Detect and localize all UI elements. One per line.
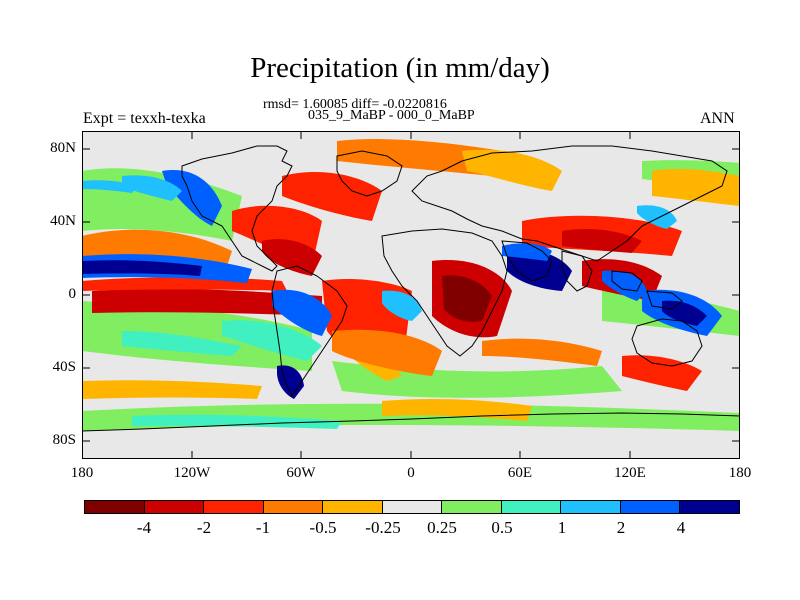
x-tick-label: 120W (173, 465, 211, 481)
colorbar-label: -4 (136, 518, 152, 537)
period-comparison: 035_9_MaBP - 000_0_MaBP (308, 108, 475, 123)
colorbar-label: -1 (255, 518, 271, 537)
x-tick-label: 120E (614, 465, 646, 481)
y-tick-label: 40N (50, 213, 76, 229)
colorbar-swatch (620, 501, 681, 513)
colorbar-swatch (323, 501, 383, 513)
y-tick-label: 80N (50, 140, 76, 156)
x-tick-label: 180 (728, 465, 752, 481)
colorbar-label: -2 (196, 518, 212, 537)
axis-ticks (82, 131, 740, 459)
colorbar-swatch (85, 501, 145, 513)
y-tick-label: 40S (52, 359, 76, 375)
colorbar-swatch (144, 501, 205, 513)
y-tick-label: 0 (68, 286, 77, 302)
y-tick-label: 80S (52, 432, 76, 448)
experiment-label: Expt = texxh-texka (83, 110, 206, 127)
colorbar-label: 4 (676, 518, 686, 537)
coastlines (82, 145, 740, 432)
colorbar-swatch (204, 501, 264, 513)
precip-field-blue (82, 170, 722, 399)
rmsd-diff-stats: rmsd= 1.60085 diff= -0.0220816 (263, 97, 447, 112)
colorbar-swatch (442, 501, 502, 513)
colorbar-label: 0.25 (427, 518, 457, 537)
colorbar-swatch (561, 501, 621, 513)
colorbar-swatch (382, 501, 443, 513)
colorbar-label: -0.25 (365, 518, 401, 537)
x-tick-label: 180 (70, 465, 94, 481)
x-tick-label: 0 (407, 465, 415, 481)
colorbar-label: 1 (557, 518, 567, 537)
season-label: ANN (700, 110, 735, 127)
colorbar-label: 2 (616, 518, 626, 537)
colorbar-label: -0.5 (309, 518, 337, 537)
colorbar-swatch (501, 501, 562, 513)
x-tick-label: 60W (286, 465, 316, 481)
precipitation-map (82, 131, 740, 459)
colorbar-swatch (263, 501, 324, 513)
colorbar-swatch (680, 501, 740, 513)
colorbar (84, 500, 740, 514)
map-title: Precipitation (in mm/day) (250, 52, 550, 84)
x-tick-label: 60E (507, 465, 533, 481)
colorbar-label: 0.5 (491, 518, 513, 537)
